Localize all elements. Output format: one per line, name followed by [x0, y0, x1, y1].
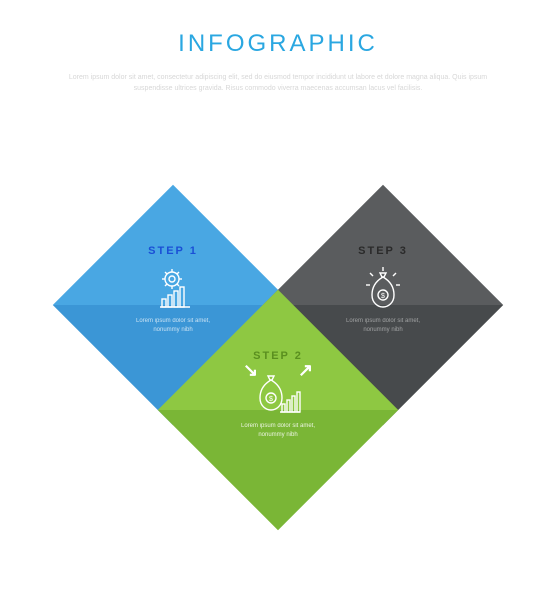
- money-bag-chart-icon: $: [193, 368, 363, 418]
- svg-text:$: $: [269, 396, 273, 403]
- step-3-label: Step 3: [298, 245, 468, 257]
- arrow-down-right-icon: ↘: [243, 360, 258, 381]
- step-3-body: Lorem ipsum dolor sit amet, nonummy nibh: [298, 317, 468, 335]
- step-1-label: Step 1: [88, 245, 258, 257]
- step-2-label: Step 2: [193, 350, 363, 362]
- step-1-body: Lorem ipsum dolor sit amet, nonummy nibh: [88, 317, 258, 335]
- svg-text:$: $: [381, 293, 385, 300]
- money-bag-shine-icon: $: [298, 263, 468, 313]
- page-title: Infographic: [0, 30, 556, 58]
- infographic-diagram: Step 1 Lorem ipsum dolor sit amet, nonum…: [0, 180, 556, 560]
- gear-chart-icon: [88, 263, 258, 313]
- step-3-content: Step 3 $ Lorem ipsum dolor sit amet, non…: [298, 245, 468, 335]
- arrow-up-right-icon: ↗: [298, 360, 313, 381]
- step-2-body: Lorem ipsum dolor sit amet, nonummy nibh: [193, 422, 363, 440]
- step-2-content: Step 2 $ Lorem ipsum dolor sit amet, non…: [193, 350, 363, 440]
- step-1-content: Step 1 Lorem ipsum dolor sit amet, nonum…: [88, 245, 258, 335]
- intro-text: Lorem ipsum dolor sit amet, consectetur …: [60, 72, 496, 94]
